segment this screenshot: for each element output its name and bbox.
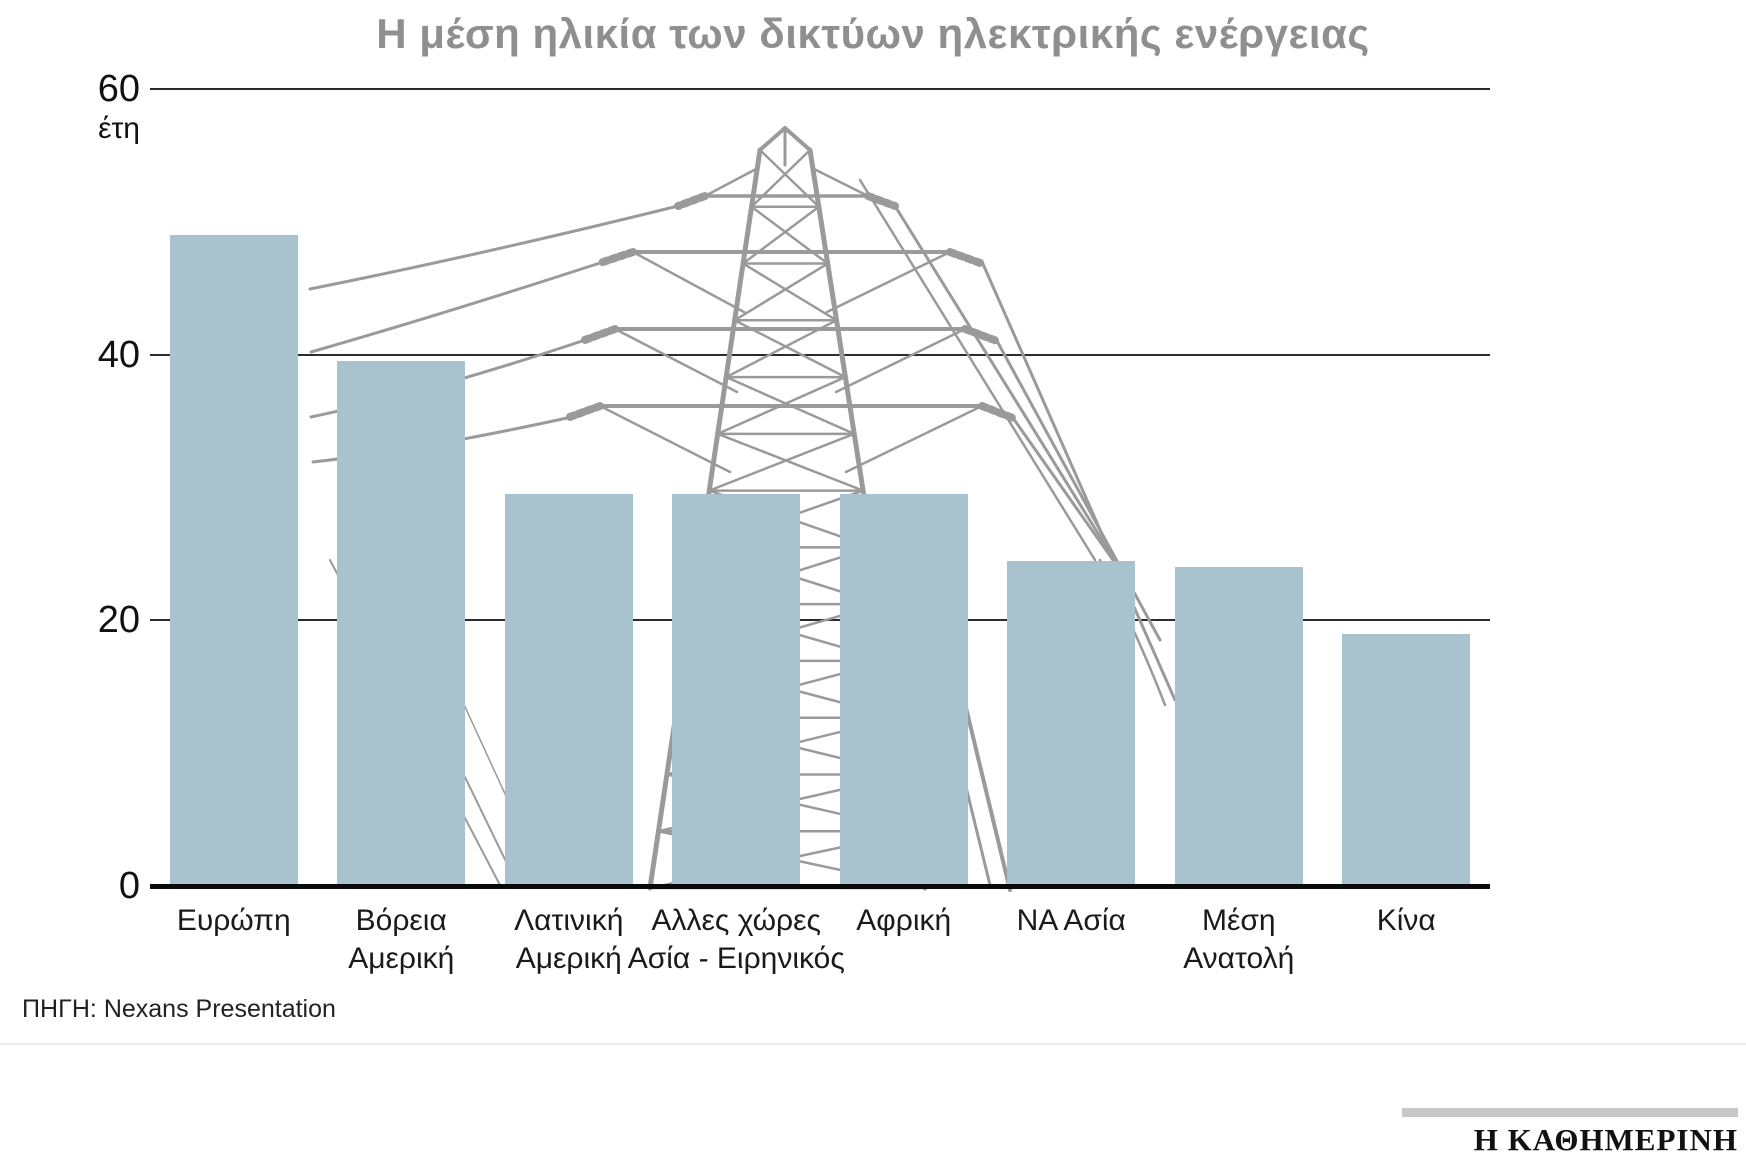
gridline-40 (150, 353, 1490, 356)
x-axis-label-8: Κίνα (1376, 904, 1436, 937)
y-axis-labels: έτη 0 20 40 60 (0, 0, 150, 1000)
newspaper-logo: Η ΚΑΘΗΜΕΡΙΝΗ (1402, 1108, 1738, 1158)
gridline-20 (150, 619, 1490, 622)
bar-7 (1174, 567, 1303, 886)
logo-text: Η ΚΑΘΗΜΕΡΙΝΗ (1473, 1122, 1738, 1157)
gridline-60 (150, 88, 1490, 90)
x-axis-line (150, 884, 1490, 889)
x-axis-label-6: ΝΑ Ασία (1016, 904, 1126, 937)
y-tick-label-60: 60 (97, 68, 140, 110)
x-axis-label-5: Αφρική (856, 904, 952, 937)
x-axis-label-1: Ευρώπη (176, 904, 291, 937)
bar-4 (672, 494, 801, 886)
y-axis-unit-label: έτη (98, 112, 140, 145)
bar-3 (504, 494, 633, 886)
x-axis-labels: Ευρώπη Βόρεια Αμερική Λατινική Αμερική Αλλε… (0, 902, 1746, 1012)
x-axis-label-2: Βόρεια Αμερική (348, 904, 455, 975)
bar-1 (169, 235, 298, 886)
bar-8 (1342, 633, 1471, 886)
y-tick-label-20: 20 (97, 599, 140, 642)
bar-2 (337, 361, 466, 886)
x-axis-label-4: Αλλες χώρες Ασία - Ειρηνικός (627, 904, 845, 975)
footer-rule (0, 1043, 1746, 1045)
x-axis-label-3: Λατινική Αμερική (514, 904, 624, 975)
gridlines (150, 88, 1490, 886)
y-tick-label-40: 40 (97, 333, 140, 376)
bars (150, 89, 1490, 886)
logo-bar (1402, 1108, 1738, 1117)
y-tick-label-0: 0 (118, 865, 140, 907)
bar-6 (1007, 560, 1136, 886)
x-axis-label-7: Μέση Ανατολή (1183, 904, 1295, 975)
bar-5 (839, 494, 968, 886)
source-note: ΠΗΓΗ: Nexans Presentation (22, 995, 336, 1023)
chart-title: Η μέση ηλικία των δικτύων ηλεκτρικής ενέ… (376, 10, 1370, 57)
